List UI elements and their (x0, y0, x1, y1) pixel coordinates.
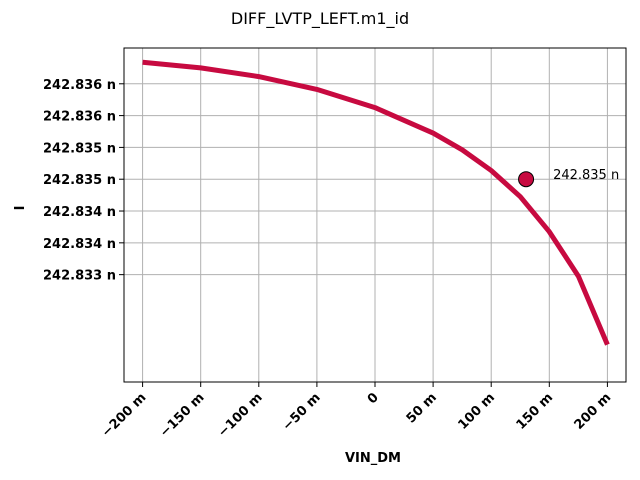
y-tick-label: 242.836 n (43, 78, 116, 93)
marker-layer: 242.835 n (518, 168, 619, 188)
y-axis-ticks: 242.836 n 242.836 n 242.835 n 242.835 n 242.… (43, 78, 124, 284)
y-tick-label: 242.833 n (43, 269, 116, 284)
x-tick-label: 0 (365, 390, 382, 407)
series-line (142, 59, 610, 346)
x-tick-label: 100 m (455, 390, 498, 433)
x-tick-label: −100 m (215, 390, 265, 440)
x-tick-label: 200 m (572, 390, 615, 433)
y-tick-label: 242.836 n (43, 110, 116, 125)
grid (124, 48, 626, 382)
y-tick-label: 242.835 n (43, 141, 116, 156)
x-tick-label: −150 m (157, 390, 207, 440)
x-tick-label: −200 m (99, 390, 149, 440)
x-axis-ticks: −200 m −150 m −100 m −50 m 0 50 m 100 m 150 m 20… (99, 382, 614, 441)
y-tick-label: 242.834 n (43, 237, 116, 252)
chart-title: DIFF_LVTP_LEFT.m1_id (231, 9, 409, 29)
series-layer (142, 59, 610, 346)
y-tick-label: 242.835 n (43, 173, 116, 188)
marker-label: 242.835 n (553, 168, 619, 183)
marker-point (518, 171, 535, 188)
x-axis-label: VIN_DM (345, 451, 401, 466)
x-tick-label: −50 m (280, 390, 324, 434)
y-tick-label: 242.834 n (43, 205, 116, 220)
y-axis-label: I (13, 206, 28, 211)
x-tick-label: 50 m (404, 390, 440, 426)
x-tick-label: 150 m (514, 390, 557, 433)
